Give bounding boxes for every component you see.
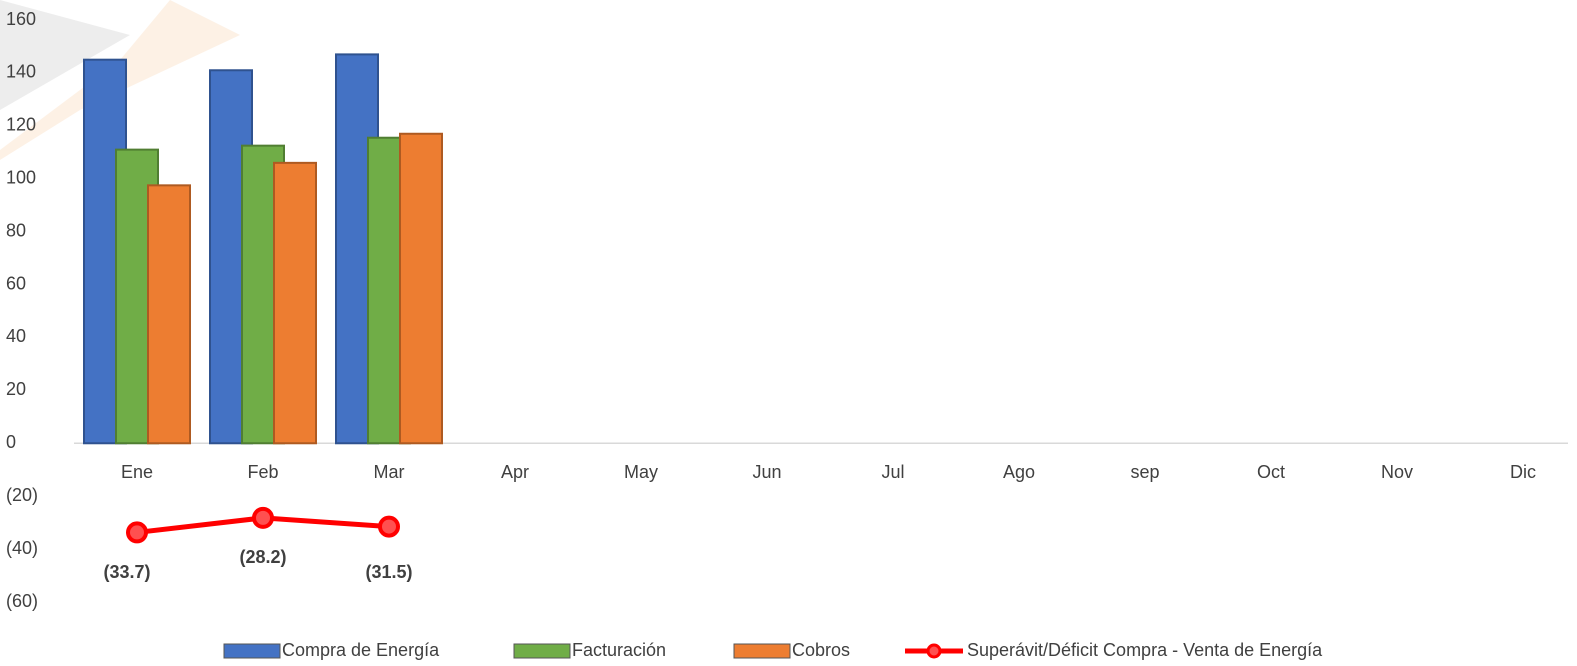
- watermark: [0, 0, 130, 110]
- data-label: (28.2): [239, 547, 286, 567]
- y-tick-label: 80: [6, 220, 26, 240]
- y-tick-label: 40: [6, 326, 26, 346]
- y-tick-label: 160: [6, 9, 36, 29]
- bar: [273, 161, 317, 445]
- x-tick-label: Jun: [752, 462, 781, 482]
- data-label: (33.7): [103, 562, 150, 582]
- x-tick-label: Dic: [1510, 462, 1536, 482]
- x-tick-label: sep: [1130, 462, 1159, 482]
- legend-label: Superávit/Déficit Compra - Venta de Ener…: [967, 640, 1323, 660]
- x-tick-label: Nov: [1381, 462, 1413, 482]
- x-tick-label: Jul: [881, 462, 904, 482]
- legend-label: Facturación: [572, 640, 666, 660]
- x-tick-label: Feb: [247, 462, 278, 482]
- line-marker: [252, 506, 274, 529]
- x-tick-label: Oct: [1257, 462, 1285, 482]
- y-tick-label: (60): [6, 591, 38, 611]
- x-tick-label: Mar: [374, 462, 405, 482]
- legend-label: Cobros: [792, 640, 850, 660]
- legend-label: Compra de Energía: [282, 640, 440, 660]
- x-tick-label: Ago: [1003, 462, 1035, 482]
- legend-swatch: [733, 643, 791, 659]
- bar: [147, 184, 191, 445]
- line-marker: [378, 515, 400, 538]
- y-tick-label: 120: [6, 115, 36, 135]
- legend-swatch: [223, 643, 281, 659]
- bar: [399, 132, 443, 445]
- y-tick-label: 100: [6, 167, 36, 187]
- x-tick-label: May: [624, 462, 658, 482]
- y-tick-label: (20): [6, 485, 38, 505]
- legend-swatch: [926, 643, 942, 659]
- y-tick-label: 20: [6, 379, 26, 399]
- y-tick-label: 0: [6, 432, 16, 452]
- legend-swatch: [513, 643, 571, 659]
- x-tick-label: Apr: [501, 462, 529, 482]
- y-tick-label: (40): [6, 538, 38, 558]
- x-tick-label: Ene: [121, 462, 153, 482]
- y-tick-label: 140: [6, 62, 36, 82]
- line-marker: [126, 521, 148, 544]
- y-tick-label: 60: [6, 273, 26, 293]
- data-label: (31.5): [365, 562, 412, 582]
